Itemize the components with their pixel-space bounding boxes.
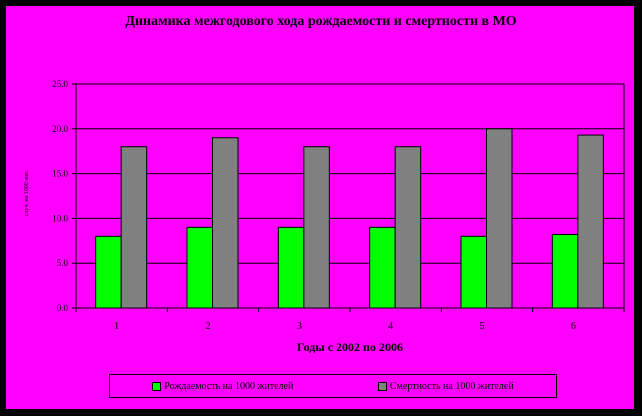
legend-swatch-births [152,381,162,391]
bar-births [95,235,122,309]
x-tick-label: 6 [571,321,576,332]
x-tick-label: 1 [114,321,119,332]
x-tick-label: 4 [388,321,393,332]
y-tick-label: 20.0 [52,124,68,134]
bar-deaths [120,146,148,309]
y-tick-label: 15.0 [52,169,68,179]
x-axis-label: Годы с 2002 по 2006 [297,340,403,354]
bars-group [95,128,604,309]
bar-deaths [303,146,330,309]
legend-entry-births: Рождаемость на 1000 жителей [152,381,293,392]
y-tick-label: 10.0 [52,213,68,223]
bar-births [460,235,487,309]
y-tick-label: 0.0 [57,303,69,313]
bar-deaths [212,137,239,309]
x-tick-label: 5 [480,321,485,332]
legend-label-deaths: Смертность на 1000 жителей [389,380,514,392]
bar-births [186,226,213,309]
bar-births [551,234,579,309]
x-tick-label: 3 [297,321,302,332]
x-axis-ticks: 1 2 3 4 5 6 [75,308,625,332]
legend-label-births: Рождаемость на 1000 жителей [164,380,294,392]
bar-births [277,226,305,309]
chart-title: Динамика межгодового хода рождаемости и … [125,14,517,29]
y-axis-ticks: 0.0 5.0 10.0 15.0 20.0 25.0 [52,79,76,313]
legend-swatch-deaths [377,381,387,391]
y-axis-label: случ. на 1000 жит. [24,169,30,217]
bar-deaths [394,146,422,309]
y-tick-label: 25.0 [52,79,68,89]
plot-background [75,83,625,309]
bar-deaths [486,128,513,309]
y-tick-label: 5.0 [57,258,69,268]
grid-lines [76,83,624,264]
x-tick-label: 2 [206,321,211,332]
legend-entry-deaths: Смертность на 1000 жителей [377,380,514,392]
bar-deaths [577,134,604,309]
legend: Рождаемость на 1000 жителей Смертность н… [109,374,557,398]
bar-births [369,226,396,309]
